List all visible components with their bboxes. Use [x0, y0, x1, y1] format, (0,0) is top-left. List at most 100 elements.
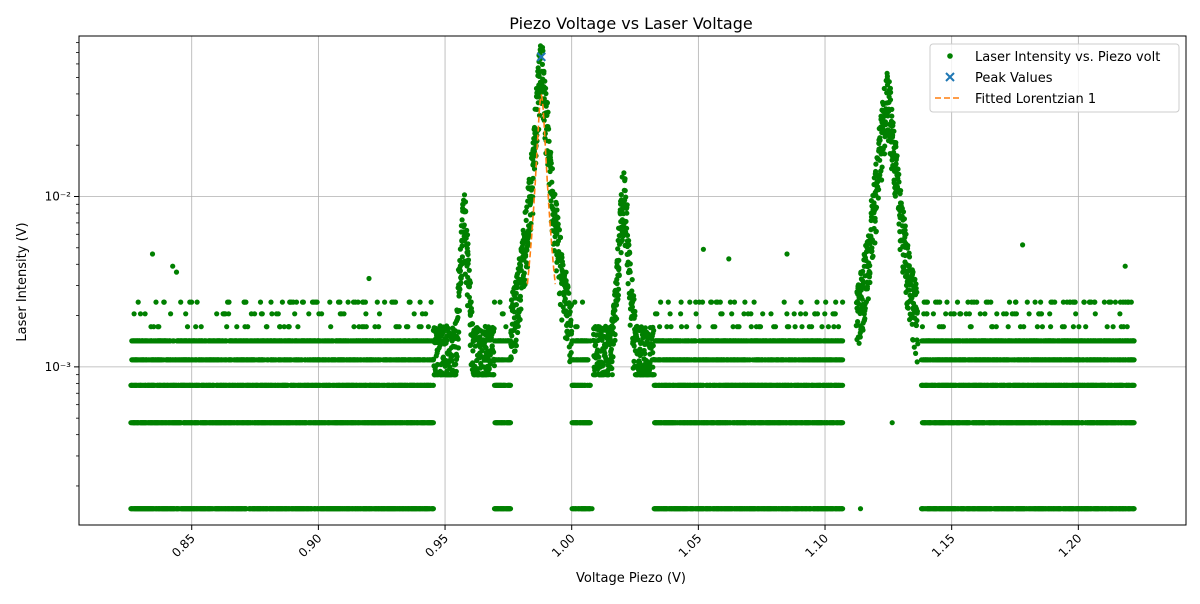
- data-point: [234, 324, 239, 329]
- data-point: [268, 300, 273, 305]
- data-point: [712, 324, 717, 329]
- data-point: [559, 252, 564, 257]
- data-point: [351, 324, 356, 329]
- data-point: [569, 350, 574, 355]
- data-point: [363, 300, 368, 305]
- data-point: [616, 258, 621, 263]
- data-point: [453, 362, 458, 367]
- data-point: [508, 383, 513, 388]
- data-point: [456, 330, 461, 335]
- data-point: [294, 300, 299, 305]
- data-point: [687, 300, 692, 305]
- data-point: [153, 300, 158, 305]
- data-point: [749, 324, 754, 329]
- data-point: [694, 311, 699, 316]
- data-point: [555, 215, 560, 220]
- data-point: [624, 211, 629, 216]
- data-point: [616, 287, 621, 292]
- data-point: [341, 311, 346, 316]
- data-point: [264, 324, 269, 329]
- data-point: [619, 250, 624, 255]
- data-point: [508, 506, 513, 511]
- data-point: [306, 311, 311, 316]
- data-point: [652, 372, 657, 377]
- data-point: [614, 302, 619, 307]
- data-point: [501, 311, 506, 316]
- data-point: [162, 300, 167, 305]
- data-point: [611, 325, 616, 330]
- data-point: [465, 241, 470, 246]
- data-point: [542, 79, 547, 84]
- data-point: [470, 348, 475, 353]
- data-point: [454, 369, 459, 374]
- data-point: [541, 71, 546, 76]
- data-point: [558, 235, 563, 240]
- data-point: [758, 324, 763, 329]
- data-point: [631, 297, 636, 302]
- data-point: [643, 325, 648, 330]
- data-point: [492, 326, 497, 331]
- data-point: [522, 271, 527, 276]
- data-point: [319, 311, 324, 316]
- data-point: [280, 300, 285, 305]
- data-point: [463, 199, 468, 204]
- data-point: [624, 206, 629, 211]
- data-point: [678, 311, 683, 316]
- data-point: [650, 350, 655, 355]
- data-point: [469, 306, 474, 311]
- data-point: [609, 366, 614, 371]
- data-point: [752, 300, 757, 305]
- data-point: [523, 254, 528, 259]
- data-point: [243, 300, 248, 305]
- data-point: [524, 218, 529, 223]
- data-point: [376, 324, 381, 329]
- data-point: [337, 300, 342, 305]
- data-point: [465, 252, 470, 257]
- data-point: [456, 345, 461, 350]
- data-point: [580, 300, 585, 305]
- data-point: [545, 110, 550, 115]
- data-point: [650, 365, 655, 370]
- data-point: [418, 300, 423, 305]
- data-point: [568, 323, 573, 328]
- data-point: [491, 372, 496, 377]
- data-point: [585, 357, 590, 362]
- data-point: [185, 324, 190, 329]
- data-point: [627, 250, 632, 255]
- data-point: [514, 338, 519, 343]
- data-layer: [128, 43, 1136, 511]
- data-point: [545, 100, 550, 105]
- data-point: [143, 311, 148, 316]
- data-point: [628, 261, 633, 266]
- data-point: [132, 311, 137, 316]
- data-point: [549, 161, 554, 166]
- data-point: [612, 308, 617, 313]
- data-point: [560, 262, 565, 267]
- data-point: [564, 270, 569, 275]
- data-point: [748, 311, 753, 316]
- data-point: [183, 311, 188, 316]
- data-point: [327, 300, 332, 305]
- data-point: [469, 299, 474, 304]
- data-point: [513, 348, 518, 353]
- data-point: [622, 176, 627, 181]
- data-point: [566, 291, 571, 296]
- data-point: [736, 324, 741, 329]
- data-point: [616, 293, 621, 298]
- data-point: [616, 267, 621, 272]
- data-point: [568, 318, 573, 323]
- data-point: [260, 311, 265, 316]
- data-point: [315, 300, 320, 305]
- data-point: [492, 363, 497, 368]
- data-point: [623, 188, 628, 193]
- data-point: [550, 166, 555, 171]
- data-point: [301, 300, 306, 305]
- data-point: [408, 300, 413, 305]
- data-point: [720, 311, 725, 316]
- data-point: [292, 311, 297, 316]
- data-point: [732, 300, 737, 305]
- data-point: [742, 300, 747, 305]
- data-point: [514, 343, 519, 348]
- data-point: [623, 219, 628, 224]
